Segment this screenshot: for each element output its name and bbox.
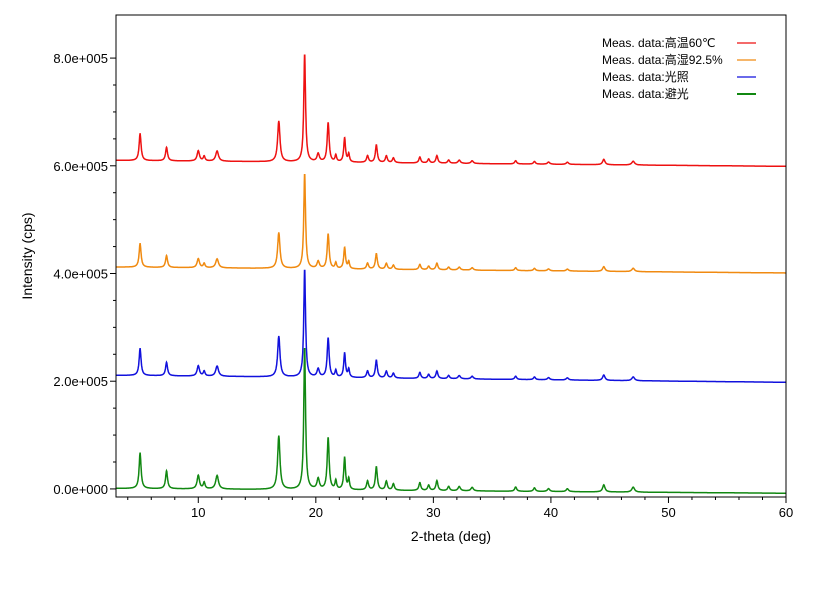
legend-label: Meas. data:高温60℃ [602,35,716,50]
x-tick-label: 40 [544,505,558,520]
x-tick-label: 30 [426,505,440,520]
y-tick-label: 6.0e+005 [53,159,108,174]
legend-label: Meas. data:高湿92.5% [602,52,723,67]
y-tick-label: 2.0e+005 [53,374,108,389]
series-line-4 [116,348,786,494]
x-tick-label: 60 [779,505,793,520]
legend: Meas. data:高温60℃ Meas. data:高湿92.5% Meas. … [602,35,756,101]
series-line-2 [116,174,786,274]
x-axis-title: 2-theta (deg) [411,528,491,544]
x-tick-label: 10 [191,505,205,520]
legend-label: Meas. data:避光 [602,87,689,101]
y-axis-title: Intensity (cps) [19,212,35,299]
series-line-3 [116,269,786,384]
x-axis: 10 20 30 40 50 60 [127,497,793,520]
y-tick-label: 4.0e+005 [53,267,108,282]
y-tick-label: 8.0e+005 [53,51,108,66]
y-tick-label: 0.0e+000 [53,482,108,497]
series-line-1 [116,54,786,168]
plot-frame [115,14,787,498]
y-axis: 0.0e+000 2.0e+005 4.0e+005 6.0e+005 8.0e+005 [53,51,116,497]
series-layer [116,54,786,494]
legend-label: Meas. data:光照 [602,70,689,84]
x-tick-label: 50 [661,505,675,520]
x-tick-label: 20 [309,505,323,520]
